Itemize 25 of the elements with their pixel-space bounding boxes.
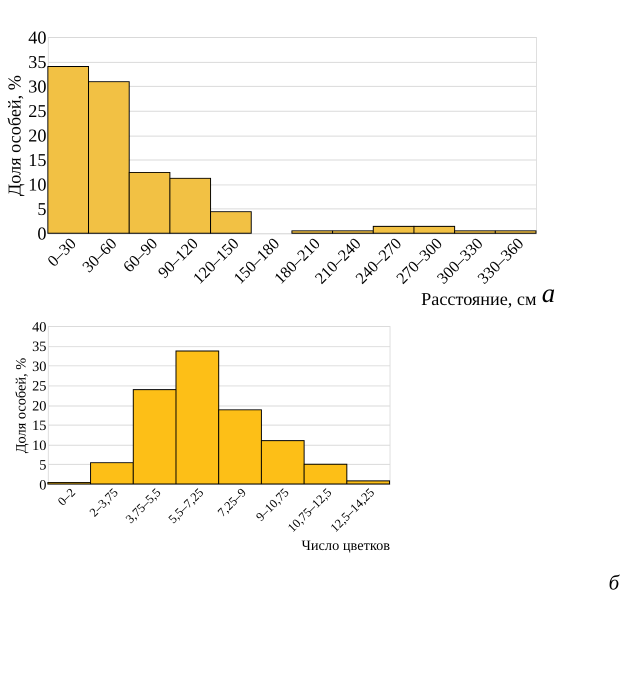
y-tick-label: 5 bbox=[37, 198, 46, 219]
text: б bbox=[608, 570, 621, 594]
y-tick-label: 40 bbox=[32, 319, 46, 336]
y-tick-label: 35 bbox=[28, 52, 46, 72]
y-tick-label: 5 bbox=[39, 458, 46, 474]
x-axis-title: Расстояние, см bbox=[421, 288, 537, 309]
text: а bbox=[542, 278, 556, 308]
y-tick-label: 15 bbox=[32, 418, 46, 434]
y-tick-label: 10 bbox=[28, 174, 46, 194]
y-tick-label: 0 bbox=[37, 223, 46, 244]
y-tick-label: 30 bbox=[32, 358, 46, 375]
y-tick-label: 15 bbox=[28, 150, 46, 170]
y-tick-label: 10 bbox=[32, 438, 46, 454]
y-tick-label: 25 bbox=[28, 100, 46, 121]
y-tick-label: 40 bbox=[28, 27, 46, 48]
x-axis-title: Число цветков bbox=[302, 538, 390, 554]
y-tick-label: 0 bbox=[39, 477, 46, 494]
y-tick-label: 30 bbox=[28, 76, 46, 96]
y-tick-label: 20 bbox=[28, 125, 46, 146]
y-tick-label: 35 bbox=[32, 339, 46, 356]
y-axis-title: Доля особей, % bbox=[4, 75, 25, 196]
y-axis-title: Доля особей, % bbox=[13, 358, 30, 454]
y-tick-label: 25 bbox=[32, 378, 46, 395]
x-tick-label: 0–2 bbox=[55, 485, 78, 508]
y-tick-label: 20 bbox=[32, 398, 46, 414]
